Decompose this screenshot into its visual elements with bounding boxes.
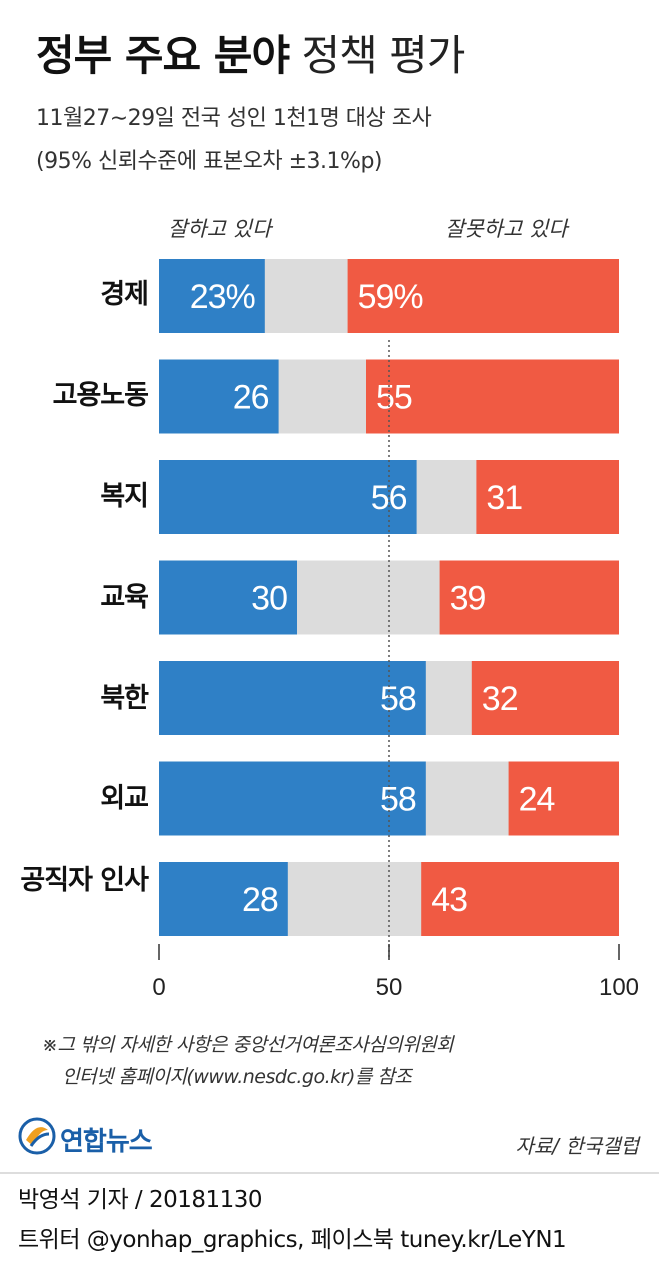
bar-neutral-2 — [159, 460, 619, 534]
footer-divider — [0, 1172, 659, 1174]
category-label-4: 북한 — [100, 683, 149, 714]
value-label-negative-2: 31 — [486, 479, 522, 517]
value-label-negative-1: 55 — [376, 379, 412, 417]
footer — [0, 1172, 659, 1267]
bar-positive-2 — [159, 460, 417, 534]
value-label-negative-0: 59% — [358, 278, 424, 316]
value-label-positive-4: 58 — [380, 680, 416, 718]
bar-negative-4 — [471, 661, 619, 735]
bar-negative-2 — [476, 460, 619, 534]
value-label-positive-5: 58 — [380, 781, 416, 819]
legend-negative: 잘못하고 있다 — [445, 217, 568, 241]
title-bold: 정부 주요 분야 — [36, 31, 290, 80]
bar-neutral-4 — [159, 661, 619, 735]
category-label-6: 공직자 인사 — [20, 865, 149, 896]
bar-negative-0 — [347, 259, 619, 333]
bar-positive-0 — [159, 259, 265, 333]
x-tick-label-1: 50 — [376, 974, 403, 1001]
value-label-negative-4: 32 — [482, 680, 518, 718]
value-label-negative-3: 39 — [450, 580, 486, 618]
yonhap-logo-icon — [18, 1117, 56, 1155]
byline-reporter: 박영석 기자 / 20181130 — [18, 1187, 263, 1213]
value-label-positive-2: 56 — [371, 479, 407, 517]
bar-neutral-5 — [159, 761, 619, 836]
bar-negative-6 — [421, 862, 619, 936]
subtitle-error-margin: (95% 신뢰수준에 표본오차 ±3.1%p) — [36, 149, 383, 174]
footnote-line2: 인터넷 홈페이지(www.nesdc.go.kr)를 참조 — [62, 1066, 412, 1088]
bar-positive-4 — [159, 661, 426, 735]
value-label-positive-0: 23% — [190, 278, 256, 316]
subtitle-survey: 11월27∼29일 전국 성인 1천1명 대상 조사 — [36, 106, 432, 131]
category-label-5: 외교 — [100, 783, 149, 814]
chart-title: 정부 주요 분야 정책 평가 — [36, 22, 465, 83]
bar-negative-5 — [508, 761, 619, 836]
category-label-0: 경제 — [100, 279, 149, 310]
value-label-negative-5: 24 — [519, 781, 555, 819]
bar-positive-6 — [159, 862, 288, 936]
bar-neutral-6 — [159, 862, 619, 936]
title-light: 정책 평가 — [301, 31, 465, 80]
bar-neutral-0 — [159, 259, 619, 333]
footnote-line1: ※그 밖의 자세한 사항은 중앙선거여론조사심의위원회 — [42, 1034, 454, 1056]
category-label-1: 고용노동 — [52, 380, 149, 411]
value-label-positive-1: 26 — [233, 379, 269, 417]
category-label-3: 교육 — [100, 582, 149, 613]
logo-text: 연합뉴스 — [60, 1127, 153, 1157]
legend-positive: 잘하고 있다 — [168, 217, 272, 241]
bar-positive-5 — [159, 761, 426, 836]
value-label-positive-3: 30 — [251, 580, 287, 618]
bar-neutral-1 — [159, 359, 619, 434]
bar-positive-1 — [159, 359, 279, 434]
value-label-negative-6: 43 — [431, 881, 467, 919]
byline-social: 트위터 @yonhap_graphics, 페이스북 tuney.kr/LeYN… — [18, 1227, 567, 1253]
source-label: 자료/ 한국갤럽 — [515, 1134, 640, 1158]
bar-negative-1 — [366, 359, 619, 434]
bar-negative-3 — [439, 560, 619, 635]
bar-neutral-3 — [159, 560, 619, 635]
x-tick-label-2: 100 — [599, 974, 639, 1001]
category-label-2: 복지 — [100, 481, 149, 512]
x-tick-label-0: 0 — [152, 974, 165, 1001]
bar-positive-3 — [159, 560, 297, 635]
value-label-positive-6: 28 — [242, 881, 278, 919]
